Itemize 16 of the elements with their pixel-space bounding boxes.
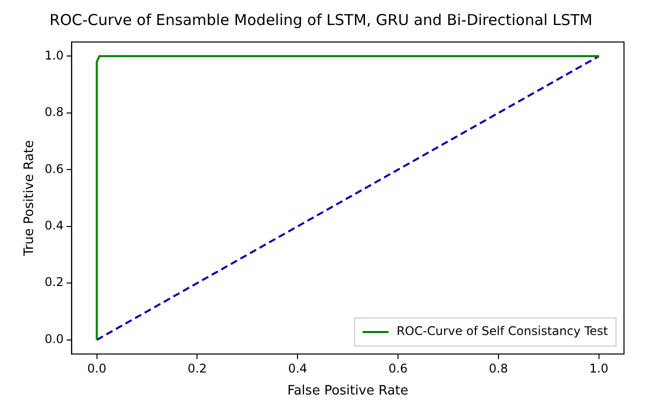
y-tick-label: 0.6 xyxy=(44,162,64,176)
y-tick-label: 0.0 xyxy=(44,332,64,346)
y-tick-label: 0.2 xyxy=(44,275,64,290)
y-tick-label: 0.8 xyxy=(44,105,64,120)
x-tick-label: 0.4 xyxy=(288,361,308,376)
y-axis-title: True Positive Rate xyxy=(22,140,38,257)
x-axis-title: False Positive Rate xyxy=(287,384,408,399)
x-tick-label: 0.6 xyxy=(388,361,408,376)
legend-label: ROC-Curve of Self Consistancy Test xyxy=(396,324,608,338)
x-tick-label: 0.0 xyxy=(87,361,106,376)
x-tick-label: 0.8 xyxy=(488,361,508,376)
y-tick-label: 1.0 xyxy=(44,48,64,62)
y-tick-label: 0.4 xyxy=(44,218,64,232)
x-tick-label: 0.2 xyxy=(188,361,207,376)
chart-title: ROC-Curve of Ensamble Modeling of LSTM, GRU and Bi-Directional LSTM xyxy=(50,10,592,29)
x-tick-label: 1.0 xyxy=(589,361,608,376)
